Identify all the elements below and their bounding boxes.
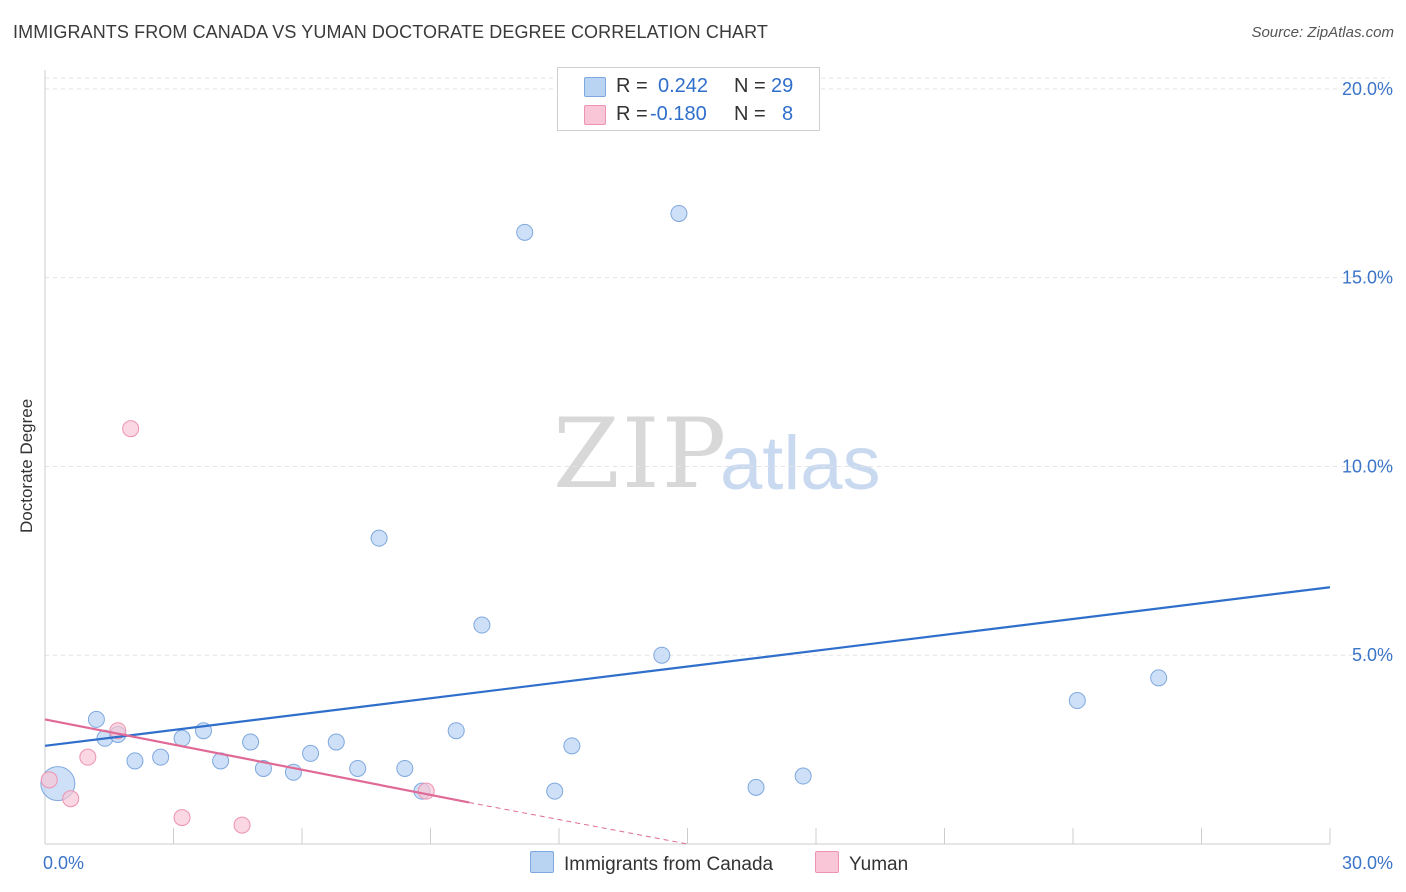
- canada-point: [173, 729, 191, 747]
- yuman-point: [62, 790, 80, 808]
- yuman-trend-line: [44, 718, 470, 804]
- canada-point: [152, 748, 170, 766]
- yuman-point: [173, 809, 191, 827]
- correlation-legend: R = 0.242 N = 29 R = -0.180 N = 8: [557, 67, 820, 131]
- canada-r-label: R =: [616, 75, 648, 97]
- y-tick-label: 10.0%: [1342, 456, 1393, 476]
- y-axis-label: Doctorate Degree: [17, 398, 36, 533]
- yuman-n-label: N =: [734, 103, 766, 125]
- yuman-r-label: R =: [616, 103, 648, 125]
- y-tick-label: 20.0%: [1342, 79, 1393, 99]
- watermark-zip: ZIP: [553, 398, 729, 510]
- y-tick-label: 15.0%: [1342, 268, 1393, 288]
- canada-point: [516, 223, 534, 241]
- yuman-r-value: -0.180: [650, 103, 707, 125]
- canada-r-value: 0.242: [658, 75, 709, 97]
- yuman-point: [79, 748, 97, 766]
- canada-point: [653, 646, 671, 664]
- bottom-legend-canada: Immigrants from Canada: [530, 851, 773, 876]
- canada-point: [563, 737, 581, 755]
- canada-swatch: [584, 77, 606, 97]
- canada-point: [87, 710, 105, 728]
- canada-point: [747, 778, 765, 796]
- yuman-point: [40, 771, 58, 789]
- yuman-point: [122, 420, 140, 438]
- bottom-canada-swatch: [530, 851, 554, 873]
- canada-point: [1150, 669, 1168, 687]
- canada-point: [370, 529, 388, 547]
- canada-point: [126, 752, 144, 770]
- yuman-n-value: 8: [782, 103, 794, 125]
- canada-n-value: 29: [771, 75, 794, 97]
- bottom-yuman-swatch: [815, 851, 839, 873]
- canada-point: [242, 733, 260, 751]
- yuman-point: [233, 816, 251, 834]
- yuman-point: [417, 782, 435, 800]
- watermark-atlas: atlas: [720, 421, 881, 506]
- bottom-canada-label: Immigrants from Canada: [564, 854, 774, 875]
- yuman-swatch: [584, 105, 606, 125]
- canada-point: [327, 733, 345, 751]
- canada-trend-line: [44, 586, 1331, 747]
- canada-point: [396, 759, 414, 777]
- yuman-trend-extension: [468, 801, 688, 845]
- canada-point: [794, 767, 812, 785]
- canada-n-label: N =: [734, 75, 766, 97]
- canada-point: [473, 616, 491, 634]
- bottom-legend-yuman: Yuman: [815, 851, 908, 876]
- y-tick-label: 5.0%: [1352, 645, 1393, 665]
- canada-point: [670, 204, 688, 222]
- canada-point: [349, 759, 367, 777]
- canada-point: [1068, 692, 1086, 710]
- x-tick-label: 0.0%: [43, 853, 84, 873]
- canada-point: [447, 722, 465, 740]
- bottom-yuman-label: Yuman: [849, 854, 909, 875]
- canada-point: [254, 759, 272, 777]
- chart-title: IMMIGRANTS FROM CANADA VS YUMAN DOCTORAT…: [13, 22, 769, 42]
- canada-point: [302, 744, 320, 762]
- canada-point: [546, 782, 564, 800]
- x-tick-label: 30.0%: [1342, 853, 1393, 873]
- source-label: Source: ZipAtlas.com: [1251, 24, 1394, 41]
